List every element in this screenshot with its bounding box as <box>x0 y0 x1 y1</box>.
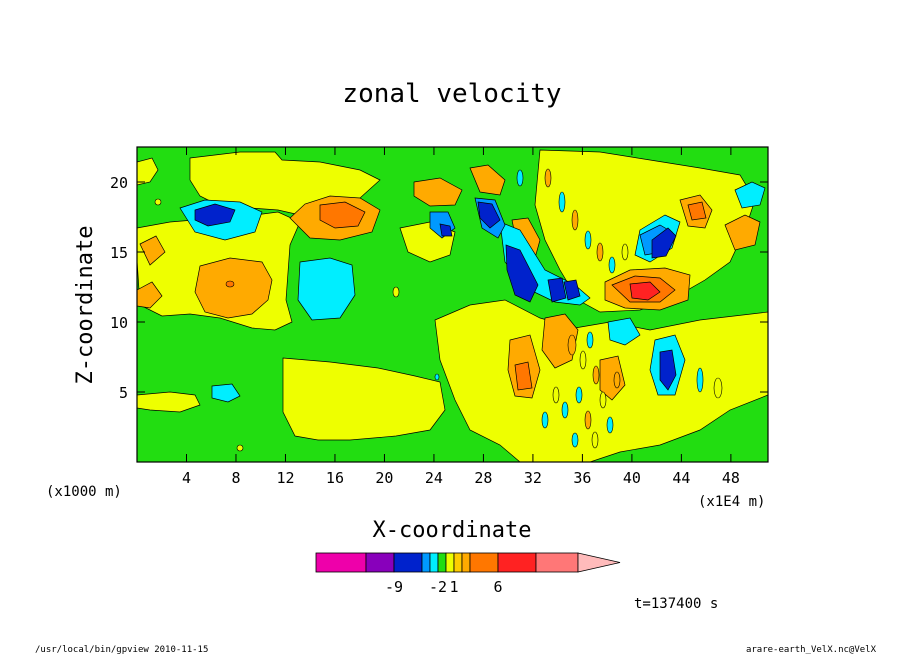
colorbar-tick-label: -2 <box>429 578 447 596</box>
colorbar-segment <box>535 552 579 573</box>
colorbar-segment <box>393 552 423 573</box>
colorbar-tick-label: 6 <box>493 578 502 596</box>
colorbar-segment <box>453 552 463 573</box>
colorbar-segment <box>461 552 471 573</box>
contour-yellow-region <box>137 157 159 186</box>
contour-yellow-region <box>137 391 201 413</box>
x-tick-label: 36 <box>573 469 591 487</box>
x-tick-label: 44 <box>672 469 690 487</box>
time-label: t=137400 s <box>634 596 718 612</box>
contour-darkorange-region <box>319 201 366 229</box>
colorbar: -9 -2 1 6 <box>315 552 621 596</box>
colorbar-segment <box>315 552 367 573</box>
colorbar-segment <box>497 552 537 573</box>
x-tick-label: 20 <box>375 469 393 487</box>
contour-orange-region <box>541 313 579 369</box>
contour-blue-region <box>547 277 567 303</box>
contour-darkorange-region <box>514 361 533 391</box>
colorbar-tick-label: -9 <box>385 578 403 596</box>
contour-blue-region <box>439 223 453 237</box>
contour-blue-region <box>651 227 677 259</box>
contour-cyan-region <box>297 257 356 321</box>
x-tick-label: 40 <box>623 469 641 487</box>
y-tick-label: 10 <box>110 314 128 332</box>
contour-cyan-region <box>211 383 241 403</box>
colorbar-segment <box>437 552 447 573</box>
chart-title: zonal velocity <box>342 79 561 109</box>
contour-blue-region <box>659 349 677 391</box>
contour-yellow-region <box>282 357 446 441</box>
contour-blue-region <box>563 279 581 301</box>
colorbar-arrow <box>577 552 621 573</box>
x-axis-right-unit: (x1E4 m) <box>698 494 765 510</box>
contour-red-region <box>629 281 661 301</box>
footer-dataset: arare-earth_VelX.nc@VelX <box>746 645 877 654</box>
contour-cyan-region <box>607 317 641 346</box>
x-tick-label: 48 <box>722 469 740 487</box>
colorbar-segment <box>469 552 499 573</box>
contour-orange-region <box>724 214 761 251</box>
x-axis-label: X-coordinate <box>373 518 532 543</box>
y-tick-label: 15 <box>110 244 128 262</box>
x-tick-label: 8 <box>231 469 240 487</box>
x-tick-label: 16 <box>326 469 344 487</box>
contour-darkorange-region <box>687 201 707 221</box>
plot-area <box>136 146 769 463</box>
contour-fills <box>137 149 768 462</box>
x-axis-left-unit: (x1000 m) <box>46 484 122 500</box>
contour-blue-region <box>194 203 236 227</box>
y-tick-label: 20 <box>110 174 128 192</box>
colorbar-segment <box>445 552 455 573</box>
colorbar-segment <box>365 552 395 573</box>
colorbar-segment <box>421 552 431 573</box>
contour-blue-region <box>477 201 501 229</box>
contour-blue-region <box>505 244 539 303</box>
plot-frame <box>136 146 769 463</box>
y-tick-label: 5 <box>119 384 128 402</box>
x-tick-label: 4 <box>182 469 191 487</box>
colorbar-tick-label: 1 <box>449 578 458 596</box>
contour-orange-region <box>137 281 163 309</box>
x-tick-label: 28 <box>474 469 492 487</box>
y-axis-label: Z-coordinate <box>73 226 98 385</box>
contour-orange-region <box>194 257 273 319</box>
contour-orange-region <box>139 235 166 266</box>
colorbar-segment <box>429 552 439 573</box>
contour-cyan-region <box>734 181 766 209</box>
contour-orange-region <box>599 355 626 401</box>
x-tick-label: 24 <box>425 469 443 487</box>
x-tick-label: 32 <box>524 469 542 487</box>
contour-orange-region <box>469 164 506 196</box>
x-tick-label: 12 <box>276 469 294 487</box>
contour-orange-region <box>413 177 463 207</box>
footer-program-path: /usr/local/bin/gpview 2010-11-15 <box>35 645 208 654</box>
contour-small-blobs <box>154 168 723 452</box>
